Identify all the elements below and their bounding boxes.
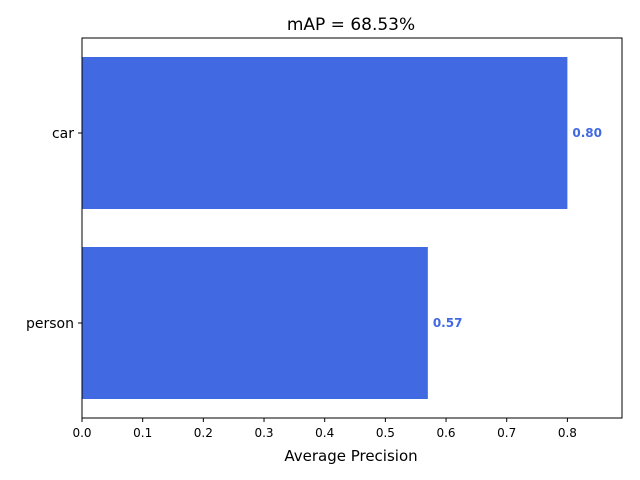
x-tick-label: 0.3 [254,426,273,440]
x-axis-label: Average Precision [284,447,417,465]
data-label-car: 0.80 [572,126,602,140]
x-tick-label: 0.4 [315,426,334,440]
bar-person [82,247,428,399]
x-tick-label: 0.6 [436,426,455,440]
x-tick-label: 0.8 [558,426,577,440]
y-categories-group: car person [26,126,82,332]
x-tick-label: 0.5 [376,426,395,440]
x-ticks-group: 0.0 0.1 0.2 0.3 0.4 0.5 0.6 0.7 0.8 [72,418,577,440]
plot-frame [81,37,623,419]
bars-group: 0.80 0.57 [82,57,602,399]
x-tick-label: 0.0 [72,426,91,440]
x-tick-label: 0.7 [497,426,516,440]
bar-car [82,57,568,209]
x-tick-label: 0.1 [133,426,152,440]
x-tick-label: 0.2 [194,426,213,440]
y-category-label-person: person [26,316,74,332]
chart-title: mAP = 68.53% [287,15,415,35]
y-category-label-car: car [52,126,74,142]
data-label-person: 0.57 [433,316,463,330]
